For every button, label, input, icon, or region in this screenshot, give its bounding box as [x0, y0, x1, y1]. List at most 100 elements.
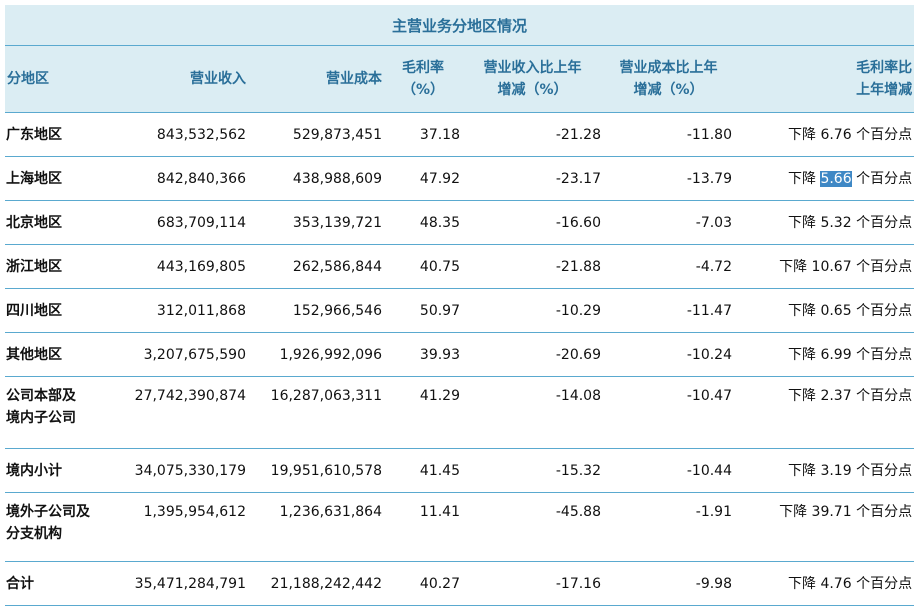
cost-change-cell: -10.24 — [603, 332, 734, 377]
region-label: 四川地区 — [6, 302, 62, 319]
revenue-cell: 843,532,562 — [115, 112, 248, 157]
margin-cell: 40.27 — [384, 561, 462, 606]
margin-change-cell: 下降 4.76 个百分点 — [734, 561, 914, 606]
region-cell: 广东地区 — [5, 112, 115, 157]
margin-cell: 41.29 — [384, 376, 462, 449]
cost-cell: 262,586,844 — [248, 244, 384, 289]
cost-cell: 529,873,451 — [248, 112, 384, 157]
change-unit: 个百分点 — [856, 302, 913, 319]
cost-cell: 1,236,631,864 — [248, 492, 384, 562]
margin-change-cell: 下降 3.19 个百分点 — [734, 448, 914, 493]
change-unit: 个百分点 — [856, 258, 913, 275]
table-row: 浙江地区 443,169,805 262,586,844 40.75 -21.88 -4.… — [5, 244, 914, 289]
margin-cell: 37.18 — [384, 112, 462, 157]
region-label-line2: 境内子公司 — [6, 410, 76, 426]
region-cell: 合计 — [5, 561, 115, 606]
change-direction: 下降 — [788, 388, 816, 404]
cost-cell: 152,966,546 — [248, 288, 384, 333]
change-direction: 下降 — [788, 170, 816, 187]
change-value: 10.67 — [811, 258, 852, 275]
cost-cell: 438,988,609 — [248, 156, 384, 201]
change-value: 4.76 — [820, 575, 852, 592]
revenue-cell: 312,011,868 — [115, 288, 248, 333]
region-label: 上海地区 — [6, 170, 62, 187]
cost-cell: 21,188,242,442 — [248, 561, 384, 606]
margin-change-cell: 下降 5.32 个百分点 — [734, 200, 914, 245]
table-row: 境内小计 34,075,330,179 19,951,610,578 41.45 -15… — [5, 448, 914, 493]
revenue-change-cell: -14.08 — [462, 376, 603, 449]
region-label-line2: 分支机构 — [6, 526, 62, 542]
margin-change-cell: 下降 6.76 个百分点 — [734, 112, 914, 157]
revenue-change-cell: -17.16 — [462, 561, 603, 606]
table-row: 广东地区 843,532,562 529,873,451 37.18 -21.28 -11… — [5, 112, 914, 157]
region-label: 合计 — [6, 575, 34, 592]
change-unit: 个百分点 — [856, 504, 913, 520]
margin-cell: 50.97 — [384, 288, 462, 333]
cost-change-cell: -11.47 — [603, 288, 734, 333]
margin-change-cell: 下降 10.67 个百分点 — [734, 244, 914, 289]
change-value: 6.99 — [820, 346, 852, 363]
change-direction: 下降 — [788, 214, 816, 231]
table-row: 境外子公司及 分支机构 1,395,954,612 1,236,631,864 11.4… — [5, 492, 914, 562]
revenue-change-cell: -23.17 — [462, 156, 603, 201]
change-value: 0.65 — [820, 302, 852, 319]
change-value: 3.19 — [820, 462, 852, 479]
region-label: 广东地区 — [6, 126, 62, 143]
change-direction: 下降 — [788, 346, 816, 363]
region-table-container: 主营业务分地区情况 分地区 营业收入 营业成本 毛利率 （%） 营业收入比上年 增减… — [5, 5, 914, 606]
cost-change-cell: -11.80 — [603, 112, 734, 157]
cost-cell: 16,287,063,311 — [248, 376, 384, 449]
margin-cell: 39.93 — [384, 332, 462, 377]
region-cell: 境内小计 — [5, 448, 115, 493]
change-unit: 个百分点 — [856, 214, 913, 231]
header-revenue: 营业收入 — [115, 45, 248, 113]
margin-cell: 40.75 — [384, 244, 462, 289]
revenue-cell: 35,471,284,791 — [115, 561, 248, 606]
margin-change-cell: 下降 39.71 个百分点 — [734, 492, 914, 562]
revenue-cell: 842,840,366 — [115, 156, 248, 201]
change-direction: 下降 — [779, 504, 808, 520]
change-direction: 下降 — [779, 258, 808, 275]
main-business-by-region-table: 主营业务分地区情况 分地区 营业收入 营业成本 毛利率 （%） 营业收入比上年 增减… — [5, 5, 914, 606]
change-unit: 个百分点 — [856, 126, 913, 143]
header-cost-change: 营业成本比上年 增减（%） — [603, 45, 734, 113]
change-unit: 个百分点 — [856, 575, 913, 592]
cost-change-cell: -1.91 — [603, 492, 734, 562]
region-cell: 北京地区 — [5, 200, 115, 245]
region-label: 境内小计 — [6, 462, 62, 479]
cost-change-cell: -4.72 — [603, 244, 734, 289]
header-region: 分地区 — [5, 45, 115, 113]
change-unit: 个百分点 — [856, 462, 913, 479]
region-cell: 其他地区 — [5, 332, 115, 377]
change-direction: 下降 — [788, 462, 816, 479]
margin-change-cell: 下降 6.99 个百分点 — [734, 332, 914, 377]
revenue-change-cell: -10.29 — [462, 288, 603, 333]
revenue-change-cell: -21.88 — [462, 244, 603, 289]
header-revenue-change: 营业收入比上年 增减（%） — [462, 45, 603, 113]
table-row: 上海地区 842,840,366 438,988,609 47.92 -23.17 -13… — [5, 156, 914, 201]
region-label: 其他地区 — [6, 346, 62, 363]
revenue-change-cell: -45.88 — [462, 492, 603, 562]
margin-cell: 48.35 — [384, 200, 462, 245]
revenue-cell: 34,075,330,179 — [115, 448, 248, 493]
region-cell: 四川地区 — [5, 288, 115, 333]
margin-change-cell: 下降 0.65 个百分点 — [734, 288, 914, 333]
table-row: 公司本部及 境内子公司 27,742,390,874 16,287,063,311 41… — [5, 376, 914, 449]
header-cost: 营业成本 — [248, 45, 384, 113]
cost-change-cell: -7.03 — [603, 200, 734, 245]
revenue-change-cell: -15.32 — [462, 448, 603, 493]
cost-cell: 1,926,992,096 — [248, 332, 384, 377]
change-direction: 下降 — [788, 302, 816, 319]
margin-cell: 41.45 — [384, 448, 462, 493]
change-unit: 个百分点 — [856, 388, 913, 404]
revenue-cell: 27,742,390,874 — [115, 376, 248, 449]
region-cell: 上海地区 — [5, 156, 115, 201]
margin-cell: 47.92 — [384, 156, 462, 201]
margin-cell: 11.41 — [384, 492, 462, 562]
cost-change-cell: -9.98 — [603, 561, 734, 606]
change-value: 5.32 — [820, 214, 852, 231]
change-direction: 下降 — [788, 126, 816, 143]
revenue-change-cell: -21.28 — [462, 112, 603, 157]
header-margin: 毛利率 （%） — [384, 45, 462, 113]
region-label: 浙江地区 — [6, 258, 62, 275]
